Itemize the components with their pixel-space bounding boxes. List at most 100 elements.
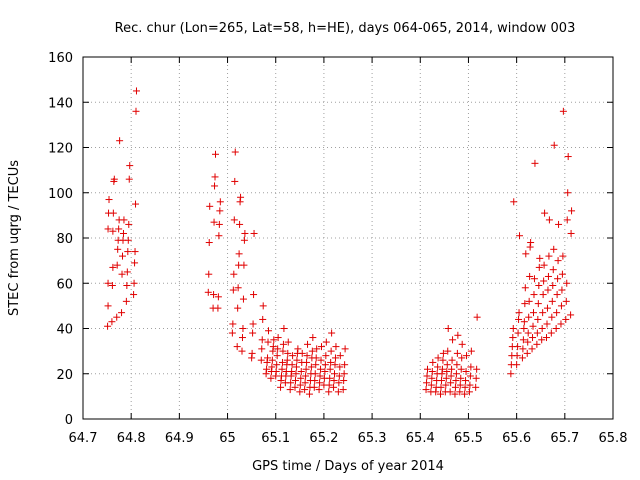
- data-point: [113, 261, 121, 269]
- data-point: [109, 263, 117, 271]
- data-point: [131, 259, 139, 267]
- data-point: [216, 207, 224, 215]
- data-point: [268, 356, 276, 364]
- data-point: [514, 343, 522, 351]
- x-axis-label: GPS time / Days of year 2014: [252, 459, 444, 474]
- data-point: [248, 349, 256, 357]
- data-point: [429, 358, 437, 366]
- x-tick-label: 65.8: [599, 431, 628, 446]
- data-point: [258, 336, 266, 344]
- data-point: [461, 390, 469, 398]
- data-point: [434, 354, 442, 362]
- data-point: [308, 347, 316, 355]
- data-point: [466, 372, 474, 380]
- x-tick-label: 65.1: [261, 431, 290, 446]
- data-point: [263, 365, 271, 373]
- data-point: [526, 272, 534, 280]
- data-point: [303, 358, 311, 366]
- data-point: [233, 343, 241, 351]
- data-point: [457, 374, 465, 382]
- data-point: [443, 367, 451, 375]
- data-point: [118, 309, 126, 317]
- data-point: [544, 272, 552, 280]
- data-point: [130, 291, 138, 299]
- data-point: [530, 291, 538, 299]
- data-point: [305, 390, 313, 398]
- chart-title: Rec. chur (Lon=265, Lat=58, h=HE), days …: [115, 21, 576, 36]
- data-point: [293, 356, 301, 364]
- data-point: [339, 386, 347, 394]
- data-point: [563, 279, 571, 287]
- data-point: [302, 372, 310, 380]
- data-point: [294, 345, 302, 353]
- data-point: [463, 352, 471, 360]
- data-point: [330, 383, 338, 391]
- data-point: [457, 365, 465, 373]
- data-point: [340, 370, 348, 378]
- data-point: [313, 345, 321, 353]
- data-point: [447, 379, 455, 387]
- data-point: [292, 363, 300, 371]
- data-point: [434, 363, 442, 371]
- x-tick-label: 65.2: [309, 431, 338, 446]
- data-point: [274, 334, 282, 342]
- data-point: [533, 340, 541, 348]
- data-point: [280, 325, 288, 332]
- data-point: [438, 365, 446, 373]
- data-point: [452, 370, 460, 378]
- data-point: [238, 347, 246, 355]
- y-tick-label: 60: [56, 277, 73, 292]
- data-point: [515, 315, 523, 323]
- data-point: [125, 175, 133, 183]
- data-point: [552, 325, 560, 332]
- data-point: [279, 347, 287, 355]
- data-point: [291, 377, 299, 385]
- data-point: [284, 349, 292, 357]
- data-point: [104, 279, 112, 287]
- data-point: [325, 381, 333, 389]
- data-point: [131, 248, 139, 256]
- data-point: [214, 293, 222, 301]
- x-tick-label: 65.3: [358, 431, 387, 446]
- data-point: [553, 309, 561, 317]
- data-point: [558, 270, 566, 278]
- data-point: [454, 331, 462, 339]
- data-point: [118, 270, 126, 278]
- data-point: [509, 325, 517, 332]
- data-point: [442, 374, 450, 382]
- data-point: [524, 329, 532, 337]
- data-point: [559, 107, 567, 115]
- data-point: [528, 345, 536, 353]
- data-point: [239, 295, 247, 303]
- data-point: [116, 137, 124, 145]
- data-point: [447, 372, 455, 380]
- data-point: [316, 372, 324, 380]
- data-point: [555, 220, 563, 228]
- data-point: [122, 297, 130, 305]
- data-point: [317, 356, 325, 364]
- data-point: [509, 334, 517, 342]
- data-point: [322, 352, 330, 360]
- data-point: [235, 250, 243, 258]
- y-tick-label: 140: [48, 96, 73, 111]
- data-point: [264, 354, 272, 362]
- x-tick-label: 65.6: [502, 431, 531, 446]
- data-point: [336, 352, 344, 360]
- data-point: [507, 370, 515, 378]
- data-point: [567, 311, 575, 319]
- y-tick-labels: 0 20 40 60 80 100 120 140 160: [48, 51, 73, 428]
- data-point: [267, 374, 275, 382]
- data-point: [544, 286, 552, 294]
- data-point: [540, 261, 548, 269]
- data-point: [548, 313, 556, 321]
- data-point: [538, 325, 546, 332]
- data-point: [229, 286, 237, 294]
- data-point: [533, 329, 541, 337]
- data-point: [230, 216, 238, 224]
- data-point: [518, 354, 526, 362]
- data-point: [312, 361, 320, 369]
- data-point: [341, 345, 349, 353]
- data-point: [439, 349, 447, 357]
- data-point: [257, 356, 265, 364]
- data-point: [115, 225, 123, 233]
